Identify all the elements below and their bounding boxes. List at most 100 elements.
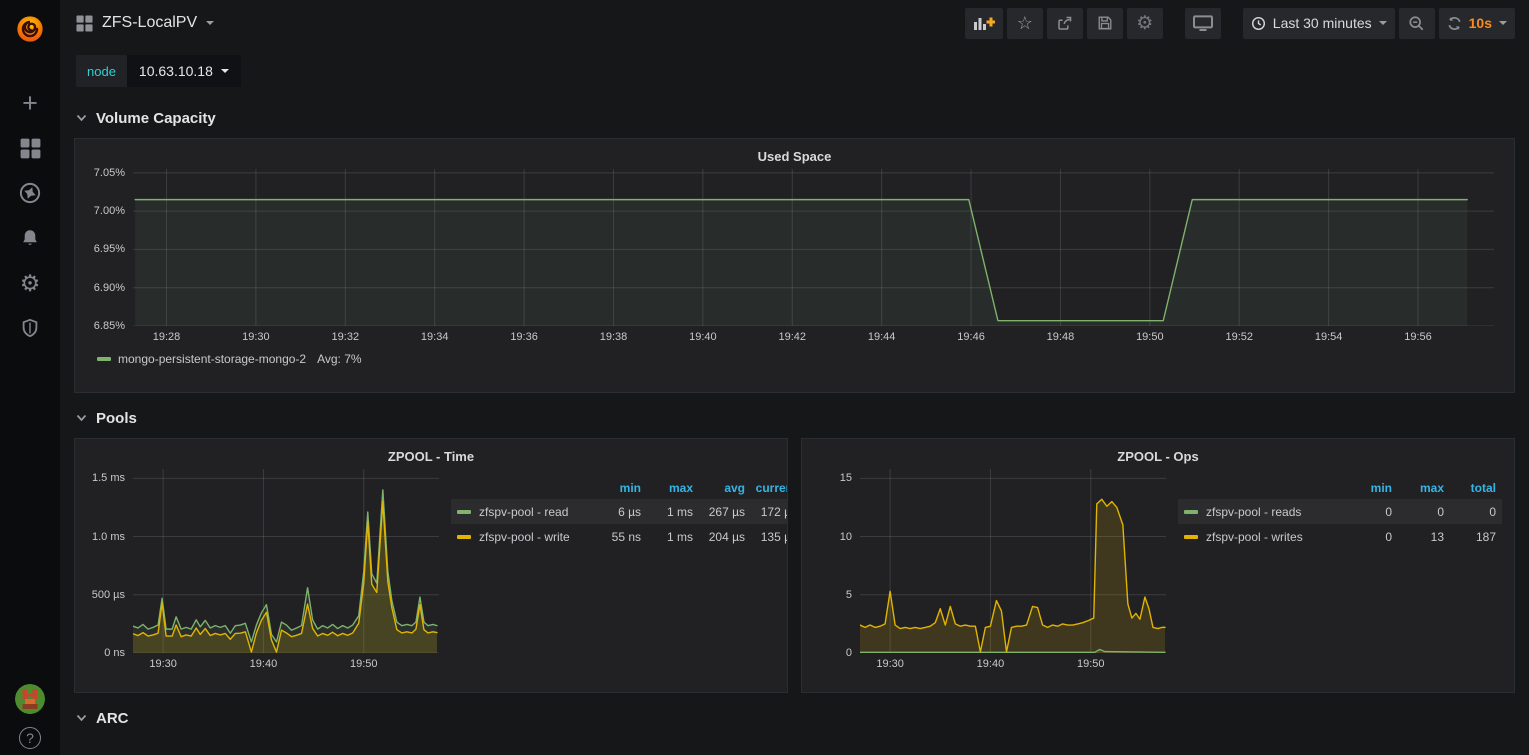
legend-column-header: current [745, 481, 788, 495]
chevron-down-icon [76, 714, 87, 722]
star-icon: ☆ [1017, 14, 1033, 32]
y-axis: 0 ns500 µs1.0 ms1.5 ms [87, 469, 133, 653]
legend-column-header: max [1392, 481, 1444, 495]
legend-swatch [457, 510, 471, 514]
row-pools[interactable]: Pools [76, 406, 1515, 430]
x-tick-label: 19:48 [1047, 331, 1075, 343]
variable-label: node [76, 55, 127, 87]
sidebar-item-explore[interactable] [17, 182, 43, 204]
zpool-time-plot[interactable] [133, 469, 439, 653]
y-tick-label: 7.00% [94, 205, 125, 217]
zpool-ops-plot[interactable] [860, 469, 1166, 653]
legend-series-row[interactable]: zfspv-pool - writes013187 [1178, 524, 1502, 549]
time-range-picker[interactable]: Last 30 minutes [1243, 8, 1395, 39]
chevron-down-icon [76, 414, 87, 422]
legend-value: 135 µs [745, 530, 788, 544]
legend-value: 0 [1340, 505, 1392, 519]
y-tick-label: 500 µs [92, 589, 125, 601]
x-tick-label: 19:44 [868, 331, 896, 343]
shield-icon [20, 317, 40, 339]
x-tick-label: 19:52 [1225, 331, 1253, 343]
page-title: ZFS-LocalPV [102, 14, 197, 32]
share-dashboard-button[interactable] [1047, 8, 1083, 39]
section-title: ARC [96, 710, 129, 727]
legend-swatch [457, 535, 471, 539]
legend-series-name[interactable]: mongo-persistent-storage-mongo-2 [118, 352, 306, 366]
zpool-time-chart: 0 ns500 µs1.0 ms1.5 ms 19:3019:4019:50 [87, 469, 439, 674]
sidebar-item-configuration[interactable]: ⚙ [17, 272, 43, 294]
help-icon[interactable]: ? [19, 727, 41, 749]
legend-swatch [97, 357, 111, 361]
x-tick-label: 19:40 [689, 331, 717, 343]
dashboard-title-button[interactable]: ZFS-LocalPV [76, 14, 214, 32]
apps-icon [20, 138, 41, 159]
row-arc[interactable]: ARC [76, 706, 1515, 730]
star-dashboard-button[interactable]: ☆ [1007, 8, 1043, 39]
y-tick-label: 1.5 ms [92, 472, 125, 484]
navbar-actions: ☆ ⚙ [961, 8, 1515, 39]
legend-header-row: minmaxtotal [1178, 477, 1502, 499]
navbar: ZFS-LocalPV ☆ [60, 0, 1529, 46]
legend-series-row[interactable]: zfspv-pool - read6 µs1 ms267 µs172 µs [451, 499, 788, 524]
grafana-logo[interactable] [0, 0, 60, 58]
y-axis: 6.85%6.90%6.95%7.00%7.05% [87, 169, 133, 326]
refresh-picker[interactable]: 10s [1439, 8, 1515, 39]
legend-series-name: zfspv-pool - read [457, 505, 589, 519]
legend-series-name: zfspv-pool - writes [1184, 530, 1340, 544]
legend-series-value: Avg: 7% [317, 352, 361, 366]
legend-series-name: zfspv-pool - reads [1184, 505, 1340, 519]
x-tick-label: 19:50 [1077, 658, 1105, 670]
compass-icon [19, 182, 41, 204]
x-tick-label: 19:38 [600, 331, 628, 343]
cycle-view-mode-button[interactable] [1185, 8, 1221, 39]
zpool-ops-legend: minmaxtotalzfspv-pool - reads000zfspv-po… [1178, 477, 1502, 674]
y-tick-label: 10 [840, 531, 852, 543]
panel-zpool-time: ZPOOL - Time 0 ns500 µs1.0 ms1.5 ms 19:3… [74, 438, 788, 693]
row-volume-capacity[interactable]: Volume Capacity [76, 106, 1515, 130]
chevron-down-icon [221, 69, 229, 73]
user-avatar[interactable] [15, 684, 45, 714]
chevron-down-icon [1499, 21, 1507, 25]
used-space-plot[interactable] [133, 169, 1494, 326]
legend-column-header: max [641, 481, 693, 495]
sidebar-item-create[interactable]: + [17, 92, 43, 114]
legend-value: 267 µs [693, 505, 745, 519]
panel-title[interactable]: Used Space [87, 144, 1502, 169]
variable-value: 10.63.10.18 [139, 63, 213, 79]
save-dashboard-button[interactable] [1087, 8, 1123, 39]
legend-series-row[interactable]: zfspv-pool - write55 ns1 ms204 µs135 µs [451, 524, 788, 549]
x-axis: 19:3019:4019:50 [133, 653, 439, 674]
zoom-out-button[interactable] [1399, 8, 1435, 39]
time-range-label: Last 30 minutes [1273, 15, 1372, 31]
sidebar-item-alerting[interactable] [17, 227, 43, 249]
sidebar-item-server-admin[interactable] [17, 317, 43, 339]
y-tick-label: 6.90% [94, 282, 125, 294]
add-panel-button[interactable] [965, 8, 1003, 39]
panel-title[interactable]: ZPOOL - Time [87, 444, 775, 469]
section-title: Pools [96, 410, 137, 427]
x-axis: 19:3019:4019:50 [860, 653, 1166, 674]
used-space-legend: mongo-persistent-storage-mongo-2 Avg: 7% [87, 347, 1502, 366]
share-icon [1056, 15, 1073, 32]
grafana-logo-icon [15, 14, 45, 44]
legend-value: 6 µs [589, 505, 641, 519]
panel-title[interactable]: ZPOOL - Ops [814, 444, 1502, 469]
y-tick-label: 6.95% [94, 243, 125, 255]
dashboard-settings-button[interactable]: ⚙ [1127, 8, 1163, 39]
legend-value: 0 [1444, 505, 1496, 519]
sidebar-item-dashboards[interactable] [17, 137, 43, 159]
legend-column-header: avg [693, 481, 745, 495]
y-tick-label: 1.0 ms [92, 531, 125, 543]
legend-swatch [1184, 535, 1198, 539]
add-panel-icon [973, 15, 995, 31]
submenu: node 10.63.10.18 [60, 46, 1529, 91]
save-icon [1097, 15, 1113, 31]
legend-series-row[interactable]: zfspv-pool - reads000 [1178, 499, 1502, 524]
legend-value: 172 µs [745, 505, 788, 519]
x-tick-label: 19:34 [421, 331, 449, 343]
legend-column-header: min [1340, 481, 1392, 495]
grafana-app: + [0, 0, 1529, 755]
x-tick-label: 19:46 [957, 331, 985, 343]
variable-node-picker[interactable]: node 10.63.10.18 [76, 55, 241, 87]
y-tick-label: 15 [840, 472, 852, 484]
